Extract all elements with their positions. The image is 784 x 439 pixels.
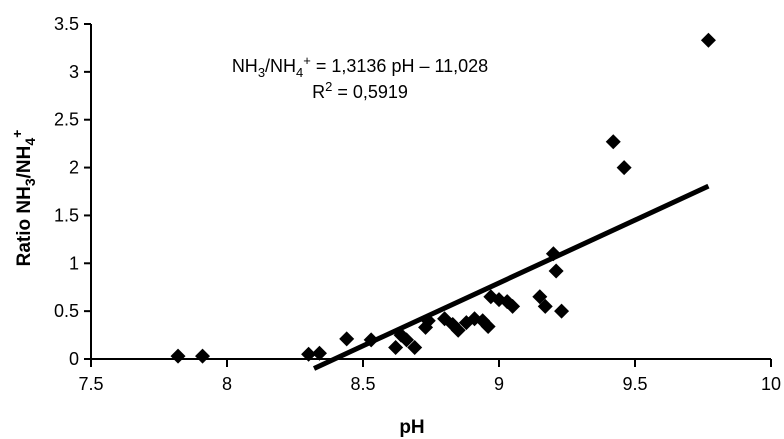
data-point [311, 345, 327, 361]
x-tick-label: 8 [222, 374, 232, 394]
x-tick-label: 8.5 [350, 374, 375, 394]
regression-equation: NH3/NH4+ = 1,3136 pH – 11,028 [232, 53, 488, 80]
data-point [532, 289, 548, 305]
y-tick-label: 0 [69, 349, 79, 369]
x-axis-title: pH [399, 417, 424, 438]
data-point [195, 348, 211, 364]
data-point [407, 340, 423, 356]
trend-line [312, 183, 710, 371]
x-tick-label: 9.5 [622, 374, 647, 394]
data-point [301, 346, 317, 362]
y-axis-title: Ratio NH3/NH4+ [9, 130, 38, 267]
data-point [450, 322, 466, 338]
data-point [616, 160, 632, 176]
data-point [388, 340, 404, 356]
x-tick-label: 9 [494, 374, 504, 394]
data-point [399, 332, 415, 348]
x-tick-label: 7.5 [78, 374, 103, 394]
y-tick-label: 2.5 [54, 110, 79, 130]
data-point [545, 246, 561, 262]
x-tick-label: 10 [761, 374, 781, 394]
data-point [554, 303, 570, 319]
data-point [420, 313, 436, 329]
data-point [505, 298, 521, 314]
r-squared-label: R2 = 0,5919 [312, 79, 408, 102]
y-tick-label: 1.5 [54, 205, 79, 225]
data-point [339, 331, 355, 347]
data-point [170, 348, 186, 364]
y-tick-label: 3 [69, 62, 79, 82]
y-tick-label: 1 [69, 253, 79, 273]
data-point [363, 332, 379, 348]
y-tick-label: 2 [69, 158, 79, 178]
y-tick-label: 0.5 [54, 301, 79, 321]
data-point [605, 134, 621, 150]
y-tick-label: 3.5 [54, 14, 79, 34]
data-point [548, 263, 564, 279]
data-point [480, 318, 496, 334]
data-point [700, 32, 716, 48]
data-point [537, 298, 553, 314]
